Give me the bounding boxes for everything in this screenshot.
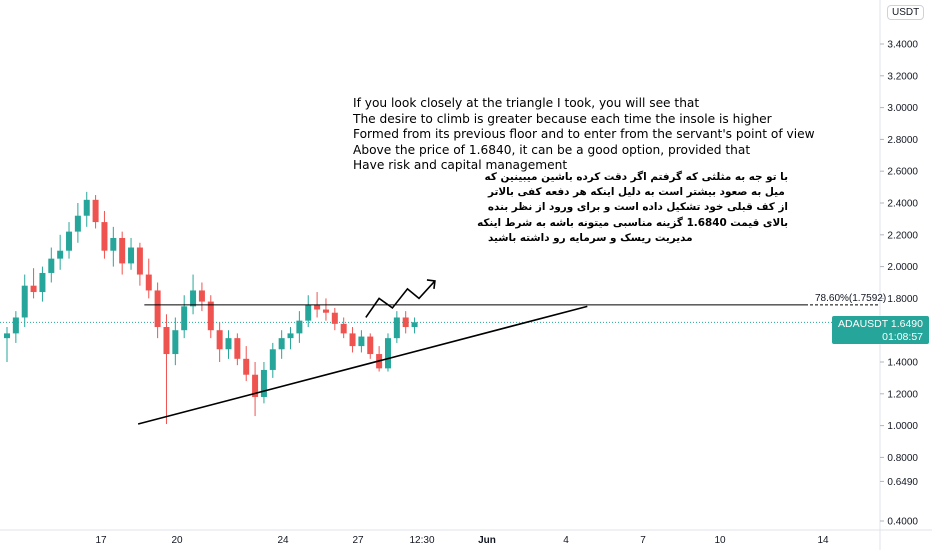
price-tag-countdown: 01:08:57 (882, 331, 923, 343)
candle-body[interactable] (296, 320, 303, 334)
candle-body[interactable] (30, 285, 37, 293)
candle-body[interactable] (234, 338, 241, 359)
candle-body[interactable] (411, 322, 418, 328)
persian-note: با تو جه به مثلثی که گرفتم اگر دقت کرده … (477, 170, 788, 246)
y-tick-label: 0.8000 (887, 453, 918, 464)
english-note-line: Above the price of 1.6840, it can be a g… (353, 142, 751, 157)
candle-body[interactable] (278, 338, 285, 350)
support-trendline[interactable] (137, 305, 588, 425)
y-tick-label: 3.4000 (887, 40, 918, 51)
candle-body[interactable] (349, 333, 356, 347)
y-tick-label: 2.4000 (887, 199, 918, 210)
candle-body[interactable] (66, 231, 73, 251)
candle-body[interactable] (260, 369, 267, 397)
candle-body[interactable] (101, 222, 108, 251)
candle-body[interactable] (154, 290, 161, 328)
y-tick-label: 2.6000 (887, 167, 918, 178)
persian-note-line: با تو جه به مثلثی که گرفتم اگر دقت کرده … (484, 171, 788, 183)
x-tick-label: 10 (714, 535, 726, 546)
candle-body[interactable] (252, 374, 259, 397)
candle-body[interactable] (190, 290, 197, 307)
candle-body[interactable] (163, 327, 170, 355)
candle-body[interactable] (225, 338, 232, 350)
candle-body[interactable] (12, 317, 19, 334)
candle-body[interactable] (393, 317, 400, 339)
y-tick-label: 3.2000 (887, 71, 918, 82)
x-tick-label: 20 (171, 535, 183, 546)
candle-body[interactable] (367, 336, 374, 355)
currency-text: USDT (892, 7, 920, 18)
candle-body[interactable] (402, 317, 409, 328)
y-tick-label: 2.0000 (887, 262, 918, 273)
english-note-line: If you look closely at the triangle I to… (353, 96, 700, 110)
y-tick-label: 0.4000 (887, 517, 918, 528)
projection-zigzag[interactable] (365, 280, 436, 318)
candle-body[interactable] (269, 349, 276, 370)
candle-body[interactable] (181, 306, 188, 331)
x-tick-label: 14 (817, 535, 829, 546)
candle-body[interactable] (21, 285, 28, 318)
candle-body[interactable] (314, 304, 321, 310)
y-tick-label: 0.6490 (887, 477, 918, 488)
candle-body[interactable] (39, 272, 46, 293)
x-tick-label: 12:30 (409, 535, 434, 546)
y-tick-label: 2.2000 (887, 230, 918, 241)
candle-body[interactable] (83, 199, 90, 216)
y-tick-label: 1.0000 (887, 421, 918, 432)
candle-body[interactable] (322, 309, 329, 313)
candle-body[interactable] (384, 338, 391, 369)
english-note-line: The desire to climb is greater because e… (353, 111, 772, 126)
candle-body[interactable] (216, 330, 223, 350)
candle-body[interactable] (243, 358, 250, 375)
candle-body[interactable] (287, 333, 294, 339)
candle-body[interactable] (331, 312, 338, 324)
persian-note-line: بالای قیمت 1.6840 گزینه مناسبی میتونه با… (477, 216, 788, 229)
x-tick-label: 4 (563, 535, 569, 546)
candle-body[interactable] (305, 304, 312, 321)
candle-body[interactable] (136, 247, 143, 275)
fib-level-label: 78.60%(1.7592) (815, 293, 887, 304)
candle-body[interactable] (128, 247, 135, 264)
price-tag-symbol: ADAUSDT (838, 318, 889, 330)
candle-body[interactable] (358, 336, 365, 347)
y-tick-label: 3.0000 (887, 103, 918, 114)
candle-body[interactable] (74, 215, 81, 232)
y-tick-label: 2.8000 (887, 135, 918, 146)
candle-body[interactable] (92, 199, 99, 223)
candle-body[interactable] (48, 258, 55, 273)
english-note-line: Have risk and capital management (353, 158, 568, 173)
candle-body[interactable] (110, 237, 117, 251)
candle-body[interactable] (340, 323, 347, 334)
x-tick-label: 17 (95, 535, 107, 546)
y-tick-label: 1.4000 (887, 358, 918, 369)
persian-note-line: مدیریت ریسک و سرمایه رو داشته باشید (488, 231, 693, 244)
candle-body[interactable] (145, 274, 152, 291)
x-tick-label: 7 (640, 535, 646, 546)
x-tick-label: Jun (478, 535, 496, 546)
english-note-line: Formed from its previous floor and to en… (353, 127, 815, 142)
candle-body[interactable] (4, 333, 10, 339)
y-tick-label: 1.2000 (887, 389, 918, 400)
y-tick-label: 1.8000 (887, 294, 918, 305)
candle-body[interactable] (119, 237, 126, 264)
arrow-head-icon (426, 279, 436, 290)
x-tick-label: 24 (277, 535, 289, 546)
x-tick-label: 27 (352, 535, 364, 546)
candle-body[interactable] (207, 301, 214, 331)
candle-body[interactable] (172, 330, 179, 355)
candle-body[interactable] (57, 250, 64, 259)
persian-note-line: میل به صعود بیشتر است به دلیل اینکه هر د… (488, 186, 785, 199)
last-price-tag: ADAUSDT 1.6490 01:08:57 (832, 316, 929, 344)
currency-label[interactable]: USDT (887, 5, 925, 20)
candle-body[interactable] (198, 290, 205, 302)
price-tag-value: 1.6490 (890, 318, 923, 330)
persian-note-line: از کف قبلی خود تشکیل داده است و برای ورو… (487, 201, 788, 214)
english-note: If you look closely at the triangle I to… (353, 96, 823, 174)
